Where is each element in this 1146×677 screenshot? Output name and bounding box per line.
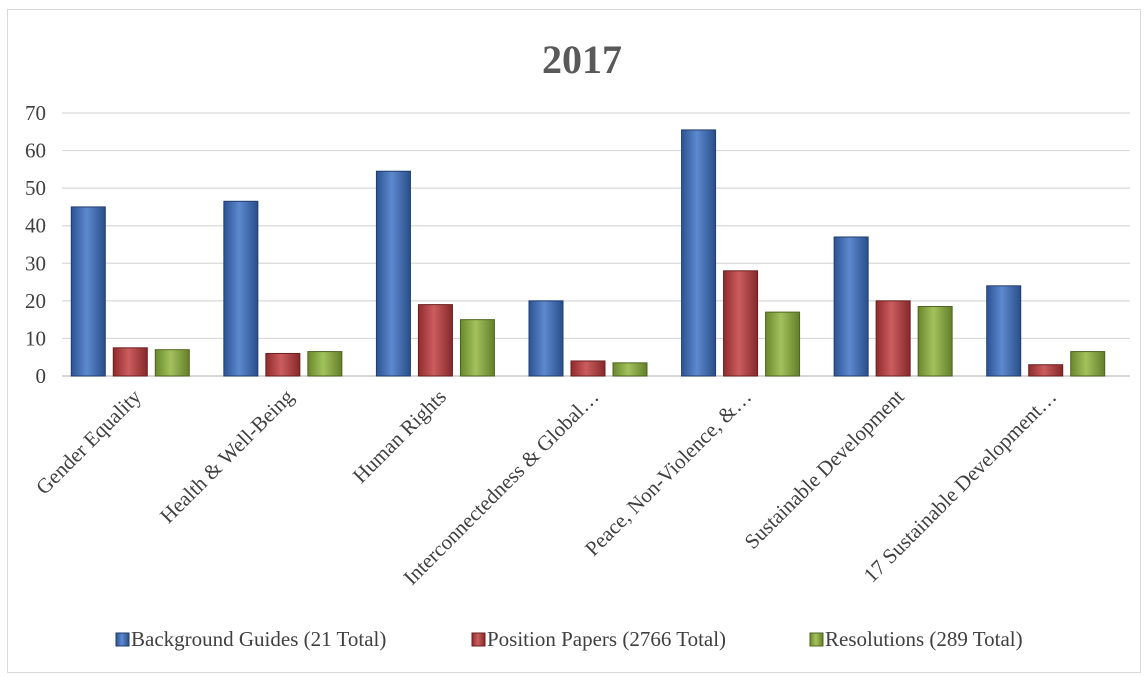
y-tick-label: 30 <box>25 251 46 275</box>
gridlines <box>62 112 1130 377</box>
legend-item: Background Guides (21 Total) <box>115 627 386 651</box>
bar <box>307 351 343 377</box>
bar <box>112 347 148 377</box>
bar <box>1070 351 1106 377</box>
legend-swatch <box>115 632 130 647</box>
bar <box>570 360 606 377</box>
y-tick-label: 20 <box>25 289 46 313</box>
y-axis-ticks: 0 10 20 30 40 50 60 70 <box>25 101 46 388</box>
y-tick-label: 70 <box>25 101 46 125</box>
bar <box>265 352 301 377</box>
bar <box>765 311 801 377</box>
legend: Background Guides (21 Total) Position Pap… <box>115 627 1023 651</box>
bar <box>417 304 453 377</box>
legend-label: Position Papers (2766 Total) <box>487 627 726 651</box>
chart-title: 2017 <box>542 37 622 82</box>
x-axis-ticks: Gender Equality Health & Well-Being Human … <box>31 384 1061 589</box>
legend-label: Background Guides (21 Total) <box>131 627 386 651</box>
bar <box>612 362 648 377</box>
x-tick-label: Peace, Non-Violence, &… <box>580 385 756 561</box>
bar <box>223 200 259 377</box>
bar <box>528 300 564 377</box>
legend-label: Resolutions (289 Total) <box>825 627 1023 651</box>
y-tick-label: 10 <box>25 326 46 350</box>
bar <box>154 349 190 377</box>
y-tick-label: 0 <box>36 364 47 388</box>
bar <box>917 305 953 377</box>
bar <box>833 236 869 377</box>
bar <box>70 206 106 377</box>
bar <box>875 300 911 377</box>
bars <box>70 129 1106 377</box>
legend-swatch <box>471 632 486 647</box>
x-tick-label: Sustainable Development <box>740 384 909 553</box>
bar <box>681 129 717 377</box>
x-tick-label: Human Rights <box>348 385 451 488</box>
legend-item: Position Papers (2766 Total) <box>471 627 726 651</box>
y-tick-label: 60 <box>25 139 46 163</box>
y-tick-label: 40 <box>25 214 46 238</box>
bar <box>723 270 759 377</box>
x-tick-label: Gender Equality <box>31 384 146 499</box>
bar <box>459 319 495 377</box>
bar <box>1028 364 1064 377</box>
bar <box>986 285 1022 377</box>
x-tick-label: Health & Well-Being <box>155 384 299 528</box>
legend-swatch <box>809 632 824 647</box>
bar <box>375 170 411 377</box>
y-tick-label: 50 <box>25 176 46 200</box>
legend-item: Resolutions (289 Total) <box>809 627 1023 651</box>
